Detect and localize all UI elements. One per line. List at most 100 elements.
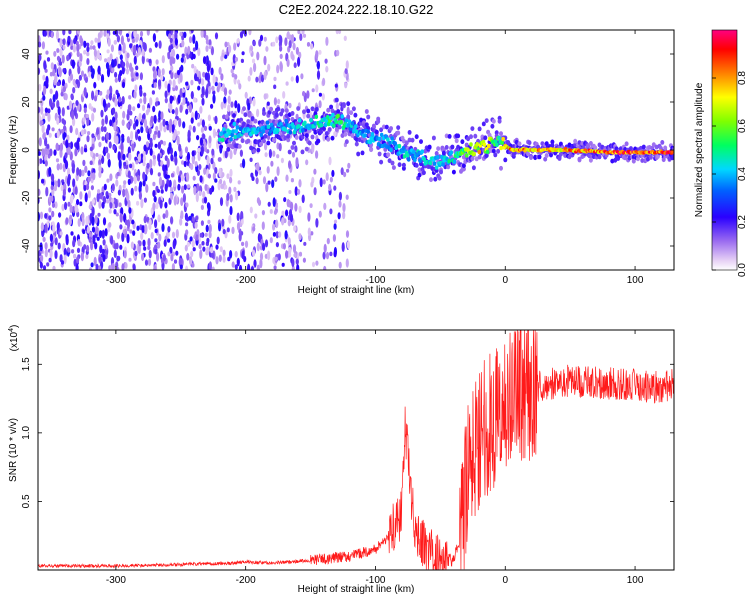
spectrogram-ridge-halo-cell [356,151,361,157]
spectrogram-noise-cell [255,177,259,185]
spectrogram-ridge-halo-cell [330,135,335,141]
spectrogram-noise-cell [264,152,268,158]
spectrogram-noise-cell [99,192,103,200]
spectrogram-noise-cell [127,199,131,209]
spectrogram-noise-cell [67,201,71,207]
spectrogram-noise-cell [177,183,181,191]
spectrogram-noise-cell [94,215,98,224]
spectrogram-ridge-halo-cell [466,136,471,142]
spectrogram-noise-cell [239,31,244,39]
spectrogram-noise-cell [301,194,305,204]
spectrogram-ridge-halo-cell [631,158,636,164]
spectrogram-noise-cell [76,43,80,53]
spectrogram-noise-cell [67,247,71,253]
spectrogram-noise-cell [292,42,296,51]
spectrogram-noise-cell [72,206,76,214]
spectrogram-noise-cell [92,234,96,245]
spectrogram-noise-cell [55,142,59,151]
spectrogram-noise-cell [270,160,274,167]
spectrogram-ridge-halo-cell [537,154,542,160]
spectrogram-noise-cell [133,44,137,55]
spectrogram-noise-cell [98,230,103,239]
spectrogram-noise-cell [180,57,184,63]
spectrogram-noise-cell [135,131,139,141]
spectrogram-noise-cell [109,119,113,127]
spectrogram-noise-cell [307,212,311,222]
spectrogram-noise-cell [43,60,47,70]
spectrogram-noise-cell [302,33,307,38]
spectrogram-noise-cell [77,218,81,227]
spectrogram-ridge-cell [230,132,234,138]
spectrogram-noise-cell [38,41,42,48]
spectrogram-ridge-cell [288,130,293,135]
spectrogram-noise-cell [154,238,158,243]
spectrogram-noise-cell [126,113,130,121]
spectrogram-noise-cell [319,177,323,188]
spectrogram-noise-cell [263,55,267,66]
spectrogram-noise-cell [50,31,54,39]
spectrogram-ridge-halo-cell [557,156,562,161]
spectrogram-noise-cell [285,81,289,86]
spectrogram-noise-cell [118,159,122,169]
spectrogram-noise-cell [142,180,146,187]
colorbar-tick-label: 0.8 [737,71,748,85]
spectrogram-noise-cell [39,158,43,165]
spectrogram-ridge-halo-cell [304,133,309,138]
spectrogram-noise-cell [87,190,91,199]
spectrogram-noise-cell [69,141,74,150]
spectrogram-noise-cell [294,202,298,212]
spectrogram-noise-cell [333,219,338,224]
spectrogram-noise-cell [90,149,94,158]
spectrogram-ridge-halo-cell [429,177,433,183]
spectrogram-noise-cell [72,44,76,53]
spectrogram-noise-cell [72,178,76,188]
spectrogram-y-label: Frequency (Hz) [8,116,19,185]
spectrogram-noise-cell [142,161,146,167]
spectrogram-noise-cell [176,135,180,146]
spectrogram-noise-cell [78,60,82,67]
spectrogram-ridge-halo-cell [346,101,351,107]
spectrogram-noise-cell [337,30,342,35]
spectrogram-ridge-cell [475,142,480,147]
spectrogram-noise-cell [222,249,226,257]
spectrogram-noise-cell [212,90,216,95]
spectrogram-noise-cell [298,179,302,188]
snr-y-ticks: 0.5 1.0 1.5 [21,357,674,508]
spectrogram-noise-cell [168,142,172,151]
spectrogram-noise-cell [56,100,60,109]
spectrogram-ridge-halo-cell [469,134,473,140]
spectrogram-y-tick-label: 20 [21,96,32,108]
spectrogram-noise-cell [80,251,84,262]
spectrogram-noise-cell [322,133,326,142]
spectrogram-noise-cell [70,93,74,99]
spectrogram-ridge-cell [301,128,305,133]
spectrogram-ridge-cell [400,149,405,154]
spectrogram-noise-cell [318,49,322,55]
spectrogram-noise-cell [152,190,156,197]
spectrogram-noise-cell [117,189,121,196]
spectrogram-noise-cell [85,184,90,191]
spectrogram-ridge-halo-cell [256,147,261,153]
spectrogram-noise-cell [51,102,56,109]
spectrogram-noise-cell [61,107,65,117]
spectrogram-noise-cell [293,225,297,232]
spectrogram-noise-cell [190,117,194,124]
spectrogram-ridge-cell [217,137,222,142]
spectrogram-noise-cell [140,198,144,209]
spectrogram-noise-cell [153,196,157,203]
snr-y-tick-label: 0.5 [21,494,32,508]
spectrogram-noise-cell [115,212,119,217]
spectrogram-noise-cell [128,152,132,161]
spectrogram-noise-cell [91,226,96,233]
spectrogram-noise-cell [259,252,264,261]
spectrogram-noise-cell [139,98,143,104]
spectrogram-noise-cell [164,80,168,89]
spectrogram-ridge-cell [238,126,243,132]
spectrogram-ridge-halo-cell [527,140,532,146]
spectrogram-noise-cell [197,151,201,162]
spectrogram-noise-cell [196,135,200,141]
spectrogram-y-tick-label: 40 [21,48,32,60]
spectrogram-noise-cell [104,228,108,237]
spectrogram-noise-cell [195,215,199,221]
spectrogram-noise-cell [70,194,74,201]
